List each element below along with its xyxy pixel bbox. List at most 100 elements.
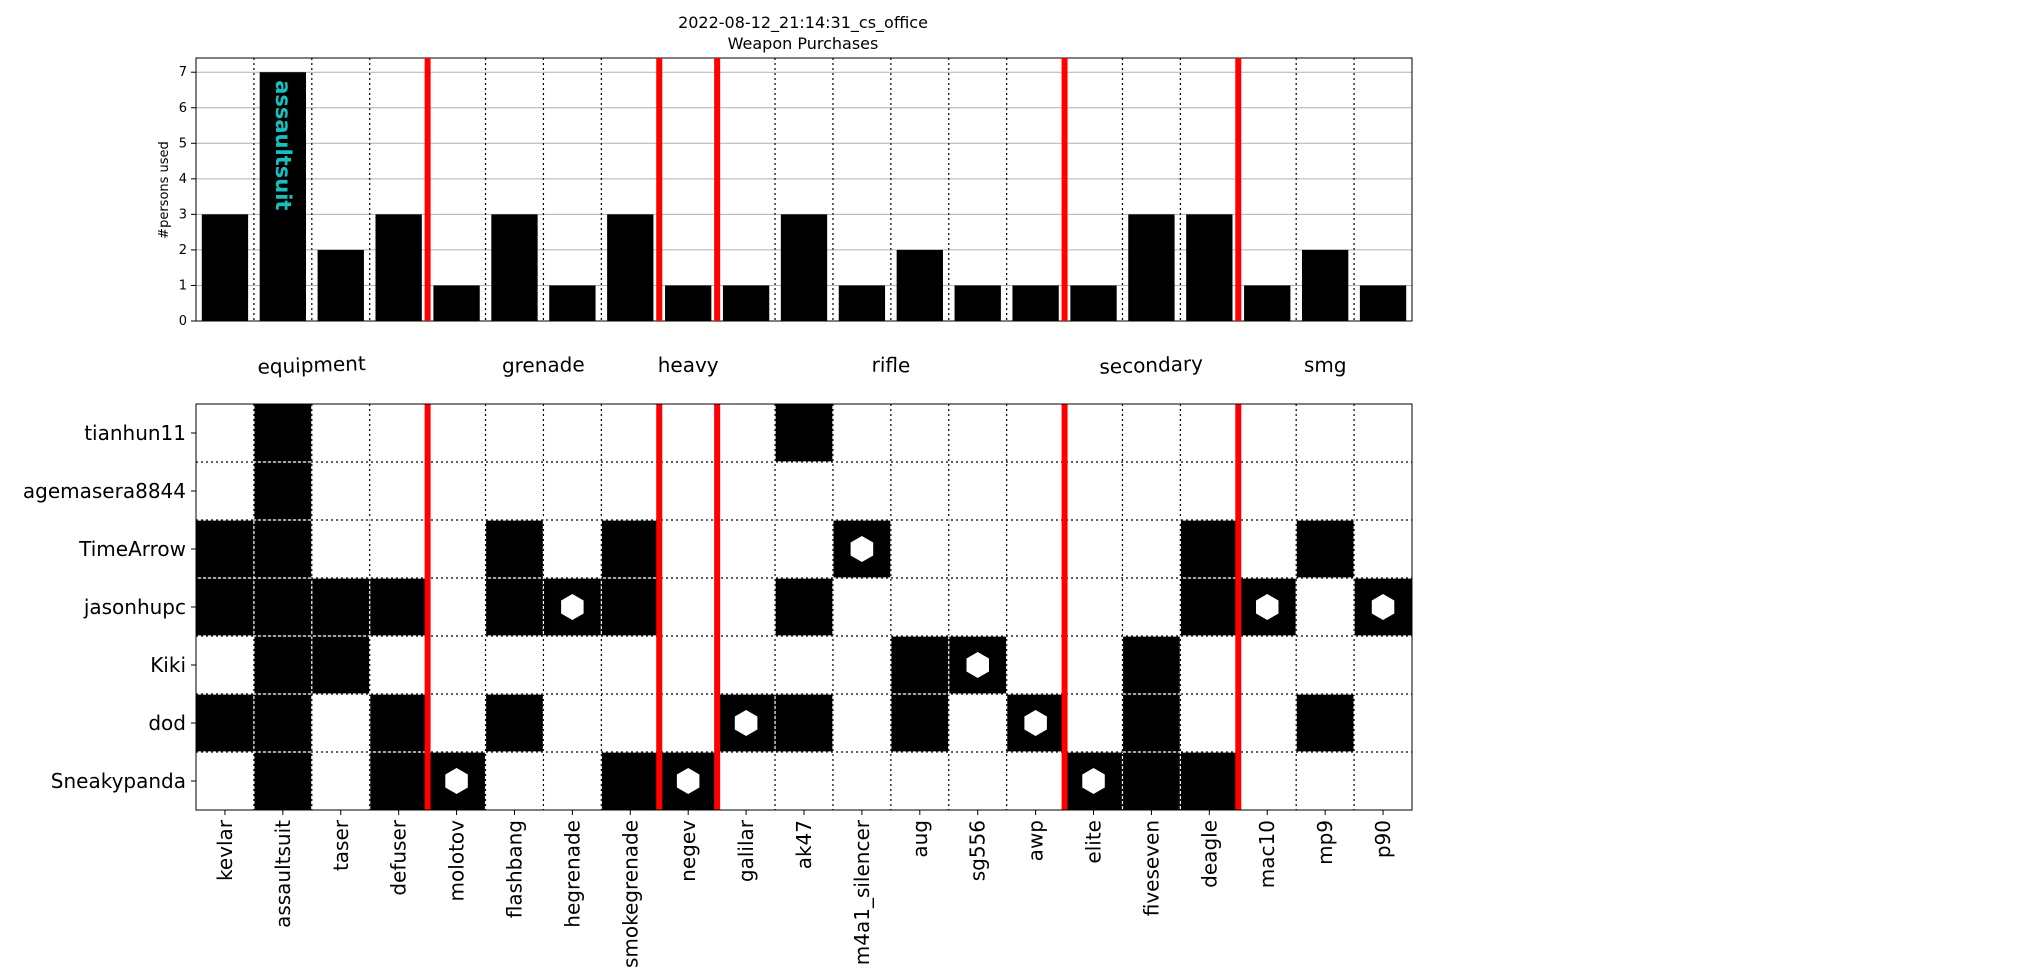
- group-label-secondary: secondary: [1099, 351, 1204, 379]
- purchase-cell-Kiki-fiveseven: [1122, 636, 1181, 694]
- group-label-smg: smg: [1304, 353, 1347, 378]
- bar-hegrenade: [549, 285, 596, 321]
- player-label: TimeArrow: [78, 537, 186, 561]
- weapon-label: kevlar: [213, 819, 237, 881]
- bar-fiveseven: [1128, 214, 1175, 321]
- purchase-cell-TimeArrow-smokegrenade: [601, 520, 660, 578]
- bar-elite: [1070, 285, 1117, 321]
- player-label: Kiki: [150, 653, 186, 677]
- hexagon-marker: [445, 768, 468, 794]
- purchase-cell-Sneakypanda-defuser: [369, 752, 428, 810]
- weapon-label: elite: [1082, 820, 1106, 864]
- weapon-label: fiveseven: [1139, 820, 1163, 916]
- weapon-label: m4a1_silencer: [850, 819, 874, 965]
- purchase-cell-dod-aug: [890, 694, 949, 752]
- weapon-label: awp: [1024, 820, 1048, 861]
- purchase-cell-jasonhupc-kevlar: [196, 578, 254, 636]
- bar-negev: [665, 285, 712, 321]
- y-axis-label: #persons used: [157, 141, 172, 239]
- weapon-label: defuser: [387, 819, 411, 895]
- bar-defuser: [375, 214, 422, 321]
- weapon-label: sg556: [966, 820, 990, 881]
- player-label: dod: [148, 711, 186, 735]
- group-label-rifle: rifle: [871, 353, 910, 378]
- weapon-label: flashbang: [502, 820, 526, 918]
- group-label-heavy: heavy: [658, 353, 719, 377]
- purchase-cell-dod-mp9: [1296, 694, 1355, 752]
- purchase-cell-Sneakypanda-assaultsuit: [253, 752, 312, 810]
- purchase-cell-Sneakypanda-smokegrenade: [601, 752, 660, 810]
- purchase-cell-tianhun11-ak47: [775, 404, 833, 462]
- bar-m4a1_silencer: [838, 285, 886, 321]
- player-label: agemasera8844: [23, 479, 186, 503]
- weapon-label: p90: [1371, 820, 1395, 858]
- purchase-cell-jasonhupc-deagle: [1180, 578, 1239, 636]
- bar-sg556: [954, 285, 1001, 321]
- bar-panel-frame: [195, 57, 1413, 322]
- bar-taser: [317, 249, 364, 321]
- weapon-label: molotov: [445, 820, 469, 902]
- y-tick-label: 6: [179, 101, 187, 116]
- hexagon-marker: [1024, 710, 1047, 736]
- purchase-cell-dod-fiveseven: [1122, 694, 1181, 752]
- hexagon-marker: [966, 652, 989, 678]
- weapon-label: aug: [908, 820, 932, 858]
- bar-mac10: [1244, 285, 1291, 321]
- bar-assaultsuit: [259, 72, 307, 321]
- weapon-label: deagle: [1197, 820, 1221, 888]
- purchase-cell-jasonhupc-smokegrenade: [601, 578, 660, 636]
- chart-subtitle: Weapon Purchases: [728, 34, 879, 53]
- purchase-cell-TimeArrow-assaultsuit: [253, 520, 312, 578]
- purchase-cell-TimeArrow-mp9: [1296, 520, 1355, 578]
- purchase-cell-TimeArrow-flashbang: [485, 520, 544, 578]
- y-tick-label: 5: [179, 136, 187, 151]
- purchase-cell-jasonhupc-taser: [311, 578, 370, 636]
- weapon-label: taser: [329, 819, 353, 871]
- purchase-cell-dod-flashbang: [485, 694, 544, 752]
- bar-molotov: [433, 285, 480, 321]
- player-label: Sneakypanda: [51, 769, 186, 793]
- purchase-cell-jasonhupc-assaultsuit: [253, 578, 312, 636]
- purchase-cell-dod-assaultsuit: [253, 694, 312, 752]
- hexagon-marker: [1082, 768, 1105, 794]
- purchase-cell-TimeArrow-deagle: [1180, 520, 1239, 578]
- y-tick-label: 2: [179, 243, 187, 258]
- bar-smokegrenade: [607, 214, 654, 321]
- hexagon-marker: [1371, 594, 1395, 620]
- hexagon-marker: [734, 710, 758, 736]
- player-label: jasonhupc: [83, 595, 186, 619]
- y-tick-label: 1: [179, 278, 187, 293]
- weapon-label: ak47: [792, 820, 816, 869]
- bar-kevlar: [201, 214, 249, 321]
- hexagon-marker: [561, 594, 584, 620]
- weapon-label: assaultsuit: [271, 820, 295, 928]
- purchase-cell-Sneakypanda-fiveseven: [1122, 752, 1181, 810]
- category-group-labels: equipment grenade heavy rifle secondary smg: [257, 351, 1347, 379]
- purchase-cell-Kiki-taser: [311, 636, 370, 694]
- purchase-cell-agemasera8844-assaultsuit: [253, 462, 312, 520]
- purchase-cell-jasonhupc-defuser: [369, 578, 428, 636]
- purchase-cell-dod-defuser: [369, 694, 428, 752]
- bar-chart-panel: 0 1 2 3 4 5 6 7 assaultsuit: [179, 57, 1413, 329]
- bar-aug: [896, 249, 943, 321]
- weapon-label: mac10: [1255, 820, 1279, 888]
- bar-ak47: [780, 214, 828, 321]
- weapon-label: negev: [676, 820, 700, 882]
- hexagon-marker: [1256, 594, 1279, 620]
- purchase-matrix-panel: tianhun11 agemasera8844 TimeArrow jasonhupc…: [23, 403, 1413, 968]
- weapon-label: galilar: [734, 819, 758, 882]
- bar-annotation: assaultsuit: [271, 80, 295, 210]
- y-tick-label: 4: [179, 172, 187, 187]
- player-label: tianhun11: [84, 421, 186, 445]
- y-tick-label: 7: [179, 65, 187, 80]
- bar-deagle: [1186, 214, 1233, 321]
- group-label-equipment: equipment: [257, 351, 366, 379]
- hexagon-marker: [676, 768, 700, 794]
- purchase-cell-jasonhupc-flashbang: [485, 578, 544, 636]
- y-tick-label: 3: [179, 207, 187, 222]
- purchase-cell-dod-ak47: [775, 694, 833, 752]
- weapon-label: mp9: [1313, 820, 1337, 865]
- bar-galilar: [722, 285, 770, 321]
- purchase-cell-jasonhupc-ak47: [775, 578, 833, 636]
